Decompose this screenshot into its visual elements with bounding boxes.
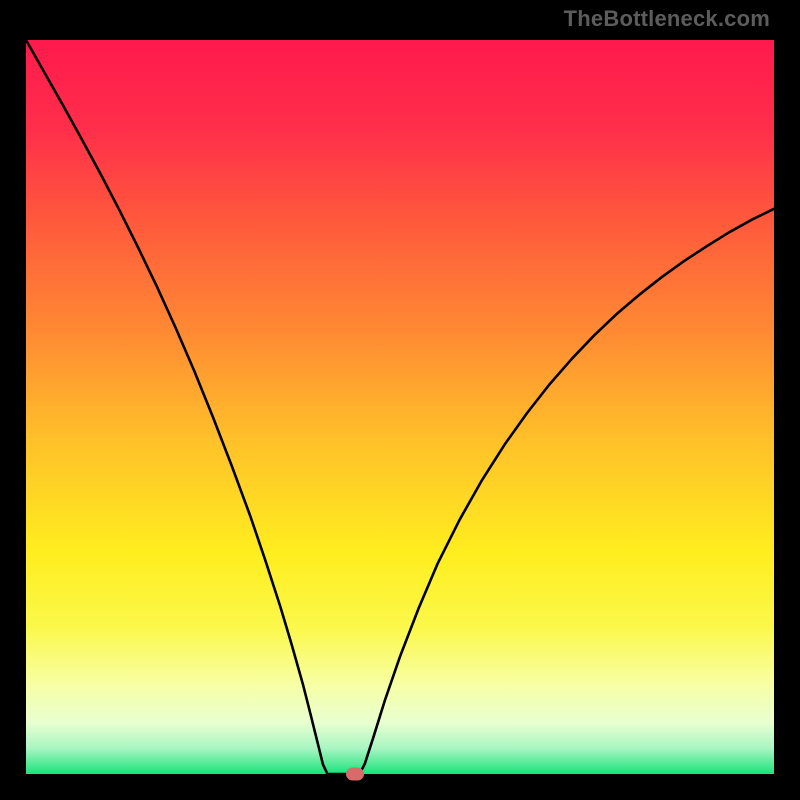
frame-border-left: [0, 0, 26, 800]
plot-area: [26, 40, 774, 774]
chart-frame: TheBottleneck.com: [0, 0, 800, 800]
frame-border-bottom: [0, 774, 800, 800]
watermark-text: TheBottleneck.com: [564, 6, 770, 32]
frame-border-right: [774, 0, 800, 800]
minimum-marker: [346, 768, 364, 781]
